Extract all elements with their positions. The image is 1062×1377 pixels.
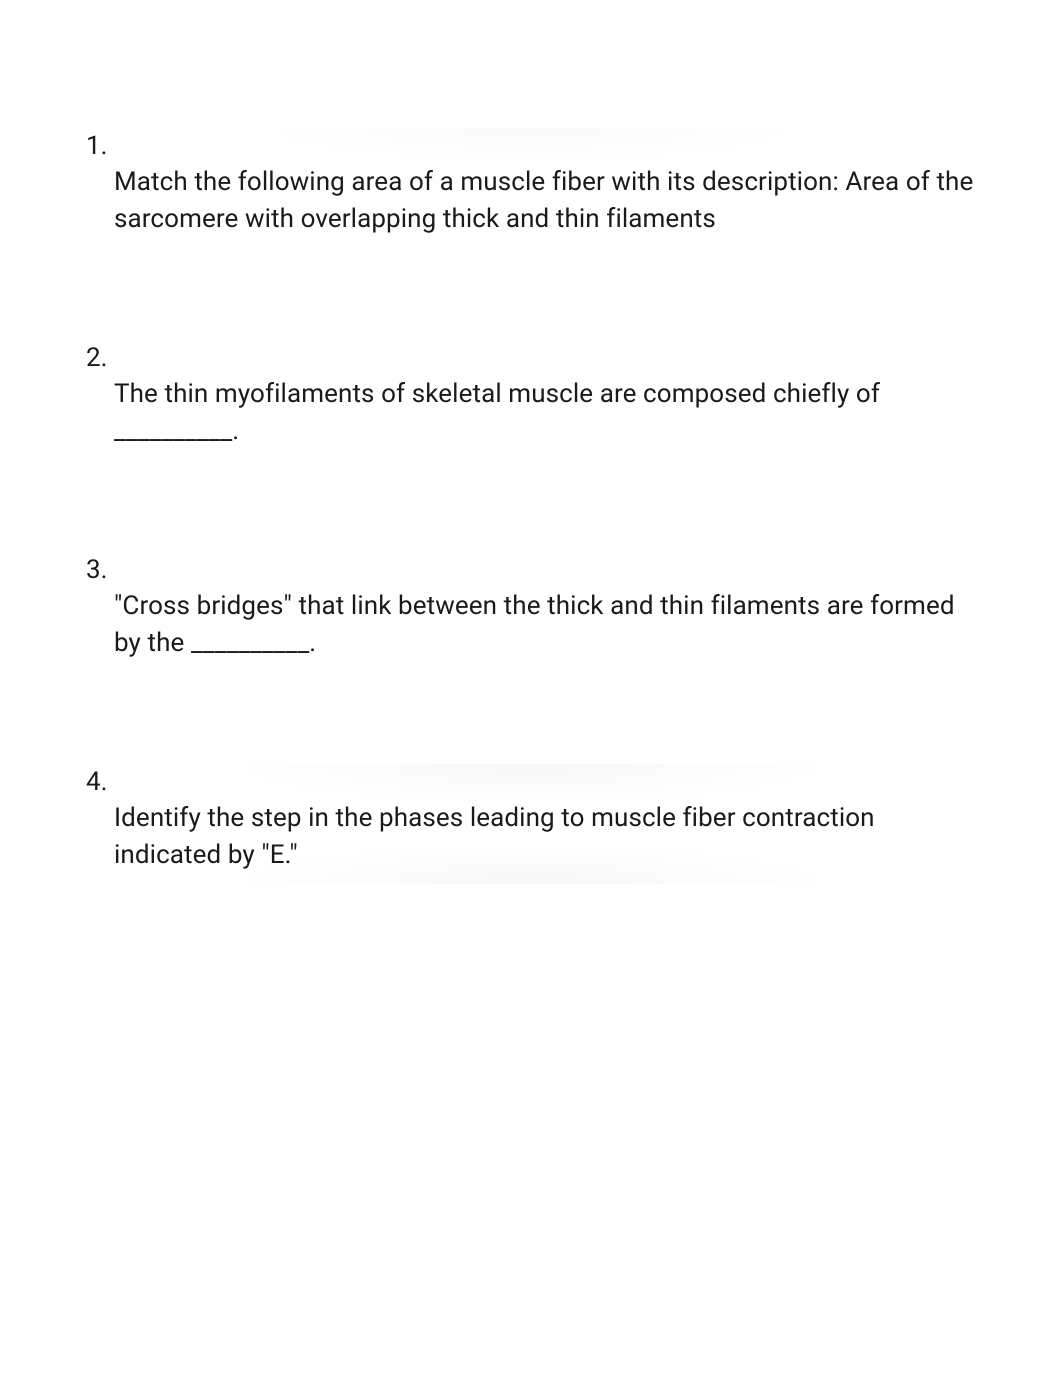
question-block: 4. Identify the step in the phases leadi… xyxy=(86,764,976,884)
question-block: 2. The thin myofilaments of skeletal mus… xyxy=(86,340,976,460)
question-number: 1. xyxy=(86,128,976,164)
question-block: 3. "Cross bridges" that link between the… xyxy=(86,552,976,672)
question-number: 3. xyxy=(86,552,976,588)
question-number: 4. xyxy=(86,764,976,800)
question-block: 1. Match the following area of a muscle … xyxy=(86,128,976,248)
question-text: Identify the step in the phases leading … xyxy=(86,800,976,873)
question-text: The thin myofilaments of skeletal muscle… xyxy=(86,376,976,449)
page-content: 1. Match the following area of a muscle … xyxy=(0,0,1062,884)
question-number: 2. xyxy=(86,340,976,376)
question-text: "Cross bridges" that link between the th… xyxy=(86,588,976,661)
question-text: Match the following area of a muscle fib… xyxy=(86,164,976,237)
